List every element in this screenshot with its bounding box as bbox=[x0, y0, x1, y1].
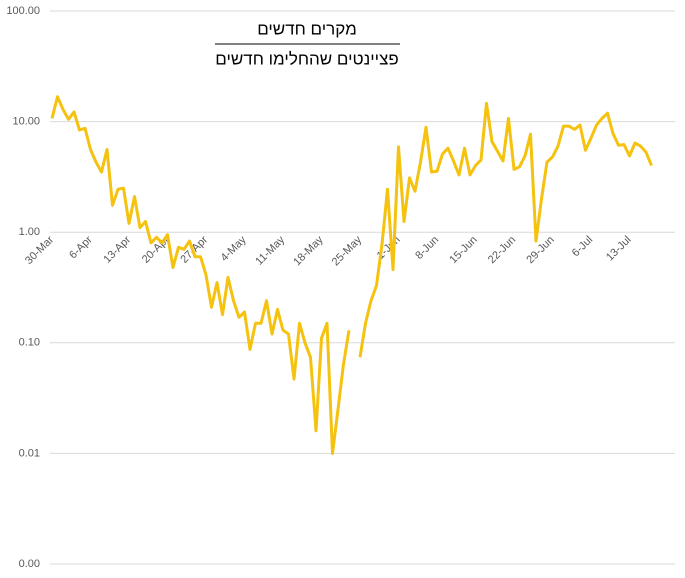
x-tick-label: 13-Apr bbox=[101, 234, 133, 266]
x-tick-label: 8-Jun bbox=[413, 234, 441, 262]
chart-title: מקרים חדשים bbox=[257, 19, 357, 38]
x-tick-label: 15-Jun bbox=[447, 234, 479, 266]
x-tick-label: 22-Jun bbox=[486, 234, 518, 266]
x-tick-label: 13-Jul bbox=[604, 234, 634, 264]
x-tick-label: 6-Apr bbox=[67, 234, 95, 262]
x-tick-label: 29-Jun bbox=[524, 234, 556, 266]
y-tick-label: 1.00 bbox=[19, 226, 40, 238]
x-tick-label: 4-May bbox=[219, 234, 249, 264]
x-tick-label: 11-May bbox=[253, 234, 287, 268]
x-tick-label: 25-May bbox=[330, 234, 365, 269]
data-line bbox=[50, 95, 653, 455]
x-tick-label: 6-Jul bbox=[570, 234, 595, 259]
chart-subtitle: פציינטים שהחלימו חדשים bbox=[215, 49, 398, 68]
y-tick-label: 10.00 bbox=[12, 116, 40, 128]
y-tick-label: 100.00 bbox=[6, 5, 40, 17]
x-tick-label: 18-May bbox=[291, 234, 326, 269]
x-tick-label: 30-Mar bbox=[23, 234, 56, 267]
y-tick-label: 0.01 bbox=[19, 447, 40, 459]
y-tick-label: 0.00 bbox=[19, 558, 40, 570]
y-tick-label: 0.10 bbox=[19, 337, 40, 349]
